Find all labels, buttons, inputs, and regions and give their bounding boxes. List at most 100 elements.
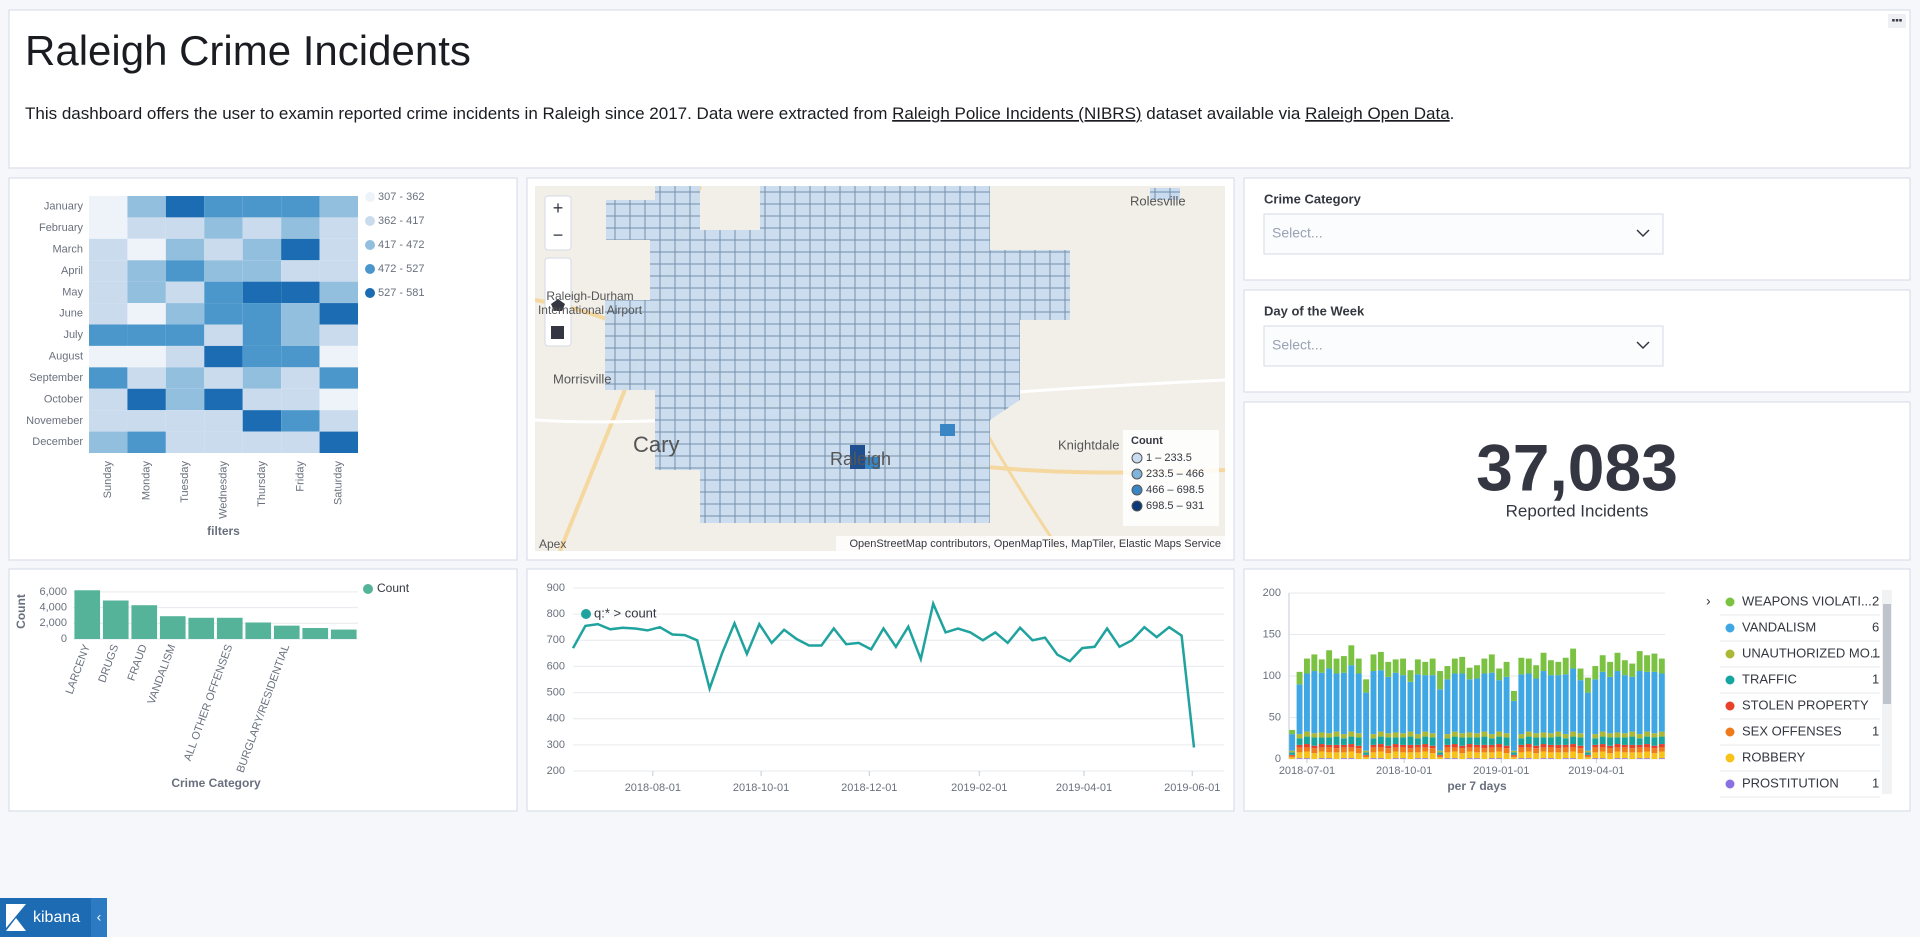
bar-segment xyxy=(1658,731,1665,737)
scroll-thumb[interactable] xyxy=(1883,604,1891,704)
bar-segment xyxy=(1651,745,1658,749)
bar-segment xyxy=(1414,747,1421,753)
description: This dashboard offers the user to examin… xyxy=(25,104,1454,123)
bar-segment xyxy=(1540,744,1547,748)
bar-segment xyxy=(1636,747,1643,753)
legend-label: 527 - 581 xyxy=(378,287,424,299)
link: Raleigh Open Data xyxy=(1305,104,1450,123)
bar-segment xyxy=(1429,737,1436,746)
bar-segment xyxy=(1385,733,1392,738)
header-panel xyxy=(8,9,1911,169)
bar-segment xyxy=(1318,732,1325,738)
bar-segment xyxy=(1592,738,1599,745)
bar-segment xyxy=(1348,744,1355,748)
bar-segment xyxy=(1474,665,1480,679)
heat-cell xyxy=(89,217,128,239)
bar-segment xyxy=(1355,753,1362,759)
heat-cell xyxy=(242,217,282,239)
bar-segment xyxy=(1289,729,1296,735)
bar-segment xyxy=(1525,758,1532,759)
bar-segment xyxy=(1651,753,1658,759)
bar-segment xyxy=(1562,734,1569,739)
legend-swatch xyxy=(363,584,373,594)
bar-segment xyxy=(1599,736,1606,745)
bar-segment xyxy=(1385,661,1392,677)
bar-segment xyxy=(1385,753,1392,759)
legend-label: q:* > count xyxy=(594,605,657,620)
bar-segment xyxy=(1466,747,1473,752)
bar-segment xyxy=(1296,684,1303,735)
legend-count: 1 xyxy=(1872,645,1879,660)
bar-segment xyxy=(1636,738,1643,745)
bar-segment xyxy=(1621,675,1628,734)
bar-segment xyxy=(1518,734,1525,739)
control-label: Day of the Week xyxy=(1264,303,1365,318)
heat-cell xyxy=(242,345,282,368)
legend-toggle[interactable]: › xyxy=(1706,593,1711,609)
heat-cell xyxy=(242,238,282,261)
heat-cell xyxy=(242,281,282,304)
bar-segment xyxy=(1296,744,1303,748)
y-tick-label: 2,000 xyxy=(39,617,67,629)
bar-segment xyxy=(1296,671,1303,685)
select-placeholder: Select... xyxy=(1272,225,1323,241)
map-legend-label: 466 – 698.5 xyxy=(1146,484,1204,496)
bar-segment xyxy=(1459,737,1466,746)
bar-segment xyxy=(1607,745,1614,749)
heat-cell xyxy=(165,238,205,261)
heat-cell xyxy=(204,324,243,346)
bar-segment xyxy=(1525,747,1532,752)
bar-segment xyxy=(1311,671,1318,734)
heat-cell xyxy=(127,217,166,239)
heat-cell xyxy=(281,410,320,432)
bar-segment xyxy=(1584,754,1591,756)
heat-cell xyxy=(89,260,128,282)
options-icon[interactable]: ▪▪▪ xyxy=(1888,14,1906,28)
map-tools[interactable]: + − xyxy=(544,195,572,347)
y-tick-label: 800 xyxy=(547,608,565,620)
bar-segment xyxy=(1377,747,1384,752)
bar-segment xyxy=(1422,751,1429,759)
x-tick-label: Thursday xyxy=(256,461,268,507)
bar-segment xyxy=(1304,744,1310,748)
bar-segment xyxy=(1518,657,1525,675)
y-tick-label: 0 xyxy=(61,633,67,645)
bar-segment xyxy=(1629,663,1636,677)
bar-segment xyxy=(1592,747,1599,753)
bar-segment xyxy=(1511,750,1517,753)
description-text: This dashboard offers the user to examin… xyxy=(25,104,892,123)
place-label: Knightdale xyxy=(1058,437,1119,452)
brand-badge[interactable]: kibana ‹ xyxy=(0,898,107,937)
select-box[interactable] xyxy=(1263,325,1664,367)
bar-segment xyxy=(1614,744,1621,748)
x-tick-label: 2019-02-01 xyxy=(951,782,1007,794)
bar-segment xyxy=(1584,752,1591,755)
bar-segment xyxy=(1429,733,1436,738)
bar-segment xyxy=(1437,689,1443,751)
bar-segment xyxy=(1570,668,1577,732)
bar-segment xyxy=(1451,747,1458,752)
bar-segment xyxy=(1289,750,1296,753)
bar-segment xyxy=(1503,748,1510,754)
bar-segment xyxy=(1577,668,1584,681)
legend-count: 1 xyxy=(1872,723,1879,738)
bar-segment xyxy=(1392,758,1399,759)
bar-segment xyxy=(1533,745,1540,749)
bar-segment xyxy=(1570,731,1577,737)
bar-segment xyxy=(1466,667,1473,680)
legend-label: Count xyxy=(377,581,410,595)
legend-swatch xyxy=(365,216,375,226)
bar-segment xyxy=(1437,757,1443,759)
bar-segment xyxy=(1340,656,1347,673)
bar xyxy=(216,617,243,639)
bar-segment xyxy=(1355,737,1362,746)
bar-segment xyxy=(1348,747,1355,752)
bar-segment xyxy=(1658,747,1665,752)
bar-segment xyxy=(1348,665,1355,732)
select-box[interactable] xyxy=(1263,213,1664,255)
bar-segment xyxy=(1326,752,1333,759)
bar-segment xyxy=(1533,753,1540,759)
bar-segment xyxy=(1400,733,1407,738)
bar-segment xyxy=(1363,755,1370,758)
map-legend-label: 233.5 – 466 xyxy=(1146,468,1204,480)
